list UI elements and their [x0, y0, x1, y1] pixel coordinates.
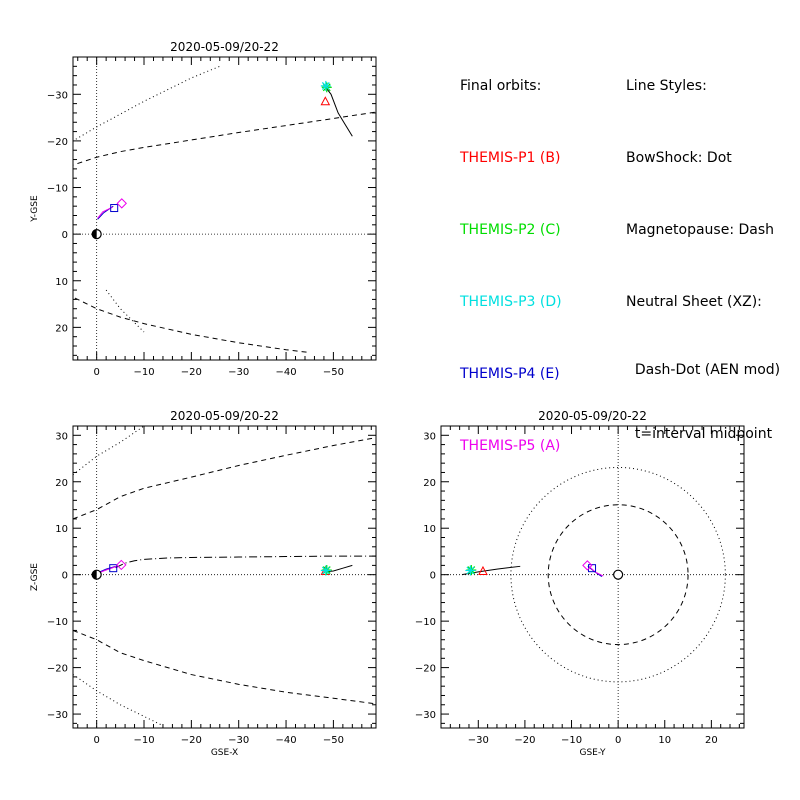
legend-orbits-title: Final orbits: — [460, 78, 542, 94]
legend-style-magnetopause: Magnetopause: Dash — [626, 222, 775, 238]
xz-y-tick-label: 20 — [55, 478, 68, 489]
yz-orbit-panel: −30 −20 −10 0 10 20 −30 −20 −10 0 10 20 30 2020-05-09… — [415, 409, 745, 758]
legend-probe-p5: THEMIS-P5 (A) — [460, 438, 561, 454]
yz-y-tick-label: −10 — [415, 617, 436, 628]
xz-x-tick-label: −40 — [275, 735, 296, 746]
xy-x-tick-label: −30 — [228, 367, 249, 378]
xy-plot-frame — [72, 56, 377, 361]
yz-y-tick-label: 30 — [423, 431, 436, 442]
xy-magnetopause-line — [73, 111, 376, 166]
legend-style-neutral-sheet-model: Dash-Dot (AEN mod) — [626, 362, 781, 378]
legend-probe-p4: THEMIS-P4 (E) — [460, 366, 560, 382]
xz-x-tick-label: −30 — [228, 735, 249, 746]
yz-x-tick-label: 0 — [615, 735, 621, 746]
xz-y-tick-label: 0 — [62, 571, 68, 582]
yz-marker-p3 — [465, 565, 476, 576]
xy-x-tick-label: 0 — [93, 367, 99, 378]
xy-bowshock-line — [105, 289, 145, 333]
xy-marker-p3-ray — [321, 81, 330, 90]
yz-magnetopause-circle — [547, 504, 689, 646]
yz-marker-p3-ray — [466, 566, 475, 575]
xz-marker-p3-ray — [321, 566, 330, 575]
xz-y-tick-label: −10 — [47, 617, 68, 628]
line-styles-legend: Line Styles: BowShock: Dot Magnetopause:… — [626, 26, 780, 466]
xz-neutral-sheet-line — [115, 555, 376, 569]
xz-magnetopause-line — [73, 437, 376, 520]
yz-x-tick-label: −30 — [468, 735, 489, 746]
yz-marker-p1 — [478, 565, 488, 575]
xz-x-tick-label: −10 — [133, 735, 154, 746]
yz-chart-title: 2020-05-09/20-22 — [538, 409, 647, 423]
xz-y-tick-label: −30 — [47, 710, 68, 721]
xy-x-tick-label: −10 — [133, 367, 154, 378]
legend-style-bowshock: BowShock: Dot — [626, 150, 732, 166]
xz-chart-title: 2020-05-09/20-22 — [170, 409, 279, 423]
xy-y-tick-label: 10 — [55, 277, 68, 288]
xy-magnetopause-line — [73, 296, 310, 354]
xy-plot-area — [73, 57, 376, 360]
xy-y-tick-label: −10 — [47, 184, 68, 195]
xy-y-tick-label: 0 — [62, 230, 68, 241]
xz-x-axis-label: GSE-X — [211, 748, 238, 758]
xy-marker-p3 — [320, 80, 331, 91]
yz-bowshock-circle — [510, 466, 726, 683]
xy-y-tick-label: 20 — [55, 323, 68, 334]
yz-earth-icon — [613, 569, 624, 580]
xz-marker-p5 — [116, 559, 127, 571]
xy-orbit-panel: 0 −10 −20 −30 −40 −50 −30 −20 −10 0 10 20 2020-05-09… — [30, 40, 377, 378]
yz-y-tick-label: 10 — [423, 524, 436, 535]
yz-y-tick-label: 20 — [423, 478, 436, 489]
yz-y-tick-label: −30 — [415, 710, 436, 721]
xz-y-tick-label: 10 — [55, 524, 68, 535]
yz-marker-p5 — [582, 560, 593, 571]
yz-x-axis-label: GSE-Y — [579, 748, 606, 758]
xz-earth-night-side — [92, 570, 97, 580]
legend-style-neutral-sheet: Neutral Sheet (XZ): — [626, 294, 762, 310]
xy-y-tick-label: −30 — [47, 90, 68, 101]
xy-y-axis-label: Y-GSE — [30, 195, 40, 223]
xy-marker-p5 — [116, 198, 127, 209]
xz-y-tick-label: −20 — [47, 664, 68, 675]
xz-magnetopause-line — [73, 629, 376, 705]
xy-marker-p1 — [320, 96, 331, 106]
yz-y-tick-label: −20 — [415, 664, 436, 675]
legend-probe-p1: THEMIS-P1 (B) — [460, 150, 561, 166]
xy-chart-title: 2020-05-09/20-22 — [170, 40, 279, 54]
yz-x-tick-label: −10 — [561, 735, 582, 746]
xy-orbit-track-p1 — [323, 84, 353, 137]
xy-y-tick-label: −20 — [47, 137, 68, 148]
xz-y-axis-label: Z-GSE — [30, 563, 40, 591]
xz-marker-p4 — [109, 564, 118, 573]
yz-x-tick-label: 10 — [658, 735, 671, 746]
legend-style-midpoint: t=interval midpoint — [626, 426, 773, 442]
xz-x-tick-label: 0 — [93, 735, 99, 746]
xz-y-tick-label: 30 — [55, 431, 68, 442]
xz-orbit-panel: 0 −10 −20 −30 −40 −50 −30 −20 −10 0 10 20 30 2020-05-… — [30, 409, 377, 758]
xz-bowshock-line — [73, 426, 145, 476]
yz-x-tick-label: −20 — [514, 735, 535, 746]
xz-bowshock-line — [73, 674, 164, 727]
legend-styles-title: Line Styles: — [626, 78, 707, 94]
xy-orbit-track-p5 — [97, 206, 113, 219]
xy-x-tick-label: −40 — [275, 367, 296, 378]
xy-earth-night-side — [92, 229, 97, 239]
legend-probe-p3: THEMIS-P3 (D) — [460, 294, 562, 310]
xz-plot-frame — [72, 425, 377, 729]
yz-y-tick-label: 0 — [430, 571, 436, 582]
legend-probe-p2: THEMIS-P2 (C) — [460, 222, 561, 238]
xz-x-tick-label: −50 — [323, 735, 344, 746]
xz-x-tick-label: −20 — [181, 735, 202, 746]
yz-x-tick-label: 20 — [705, 735, 718, 746]
yz-plot-frame — [440, 425, 745, 729]
xz-marker-p3 — [320, 565, 331, 576]
yz-orbit-track-p5 — [587, 565, 604, 577]
xy-bowshock-line — [73, 65, 220, 142]
xy-x-tick-label: −50 — [323, 367, 344, 378]
xz-plot-area — [73, 426, 376, 728]
xy-marker-p4 — [110, 204, 119, 213]
xy-x-tick-label: −20 — [181, 367, 202, 378]
orbit-legend: Final orbits: THEMIS-P1 (B) THEMIS-P2 (C… — [460, 26, 562, 482]
yz-plot-area — [441, 426, 744, 728]
